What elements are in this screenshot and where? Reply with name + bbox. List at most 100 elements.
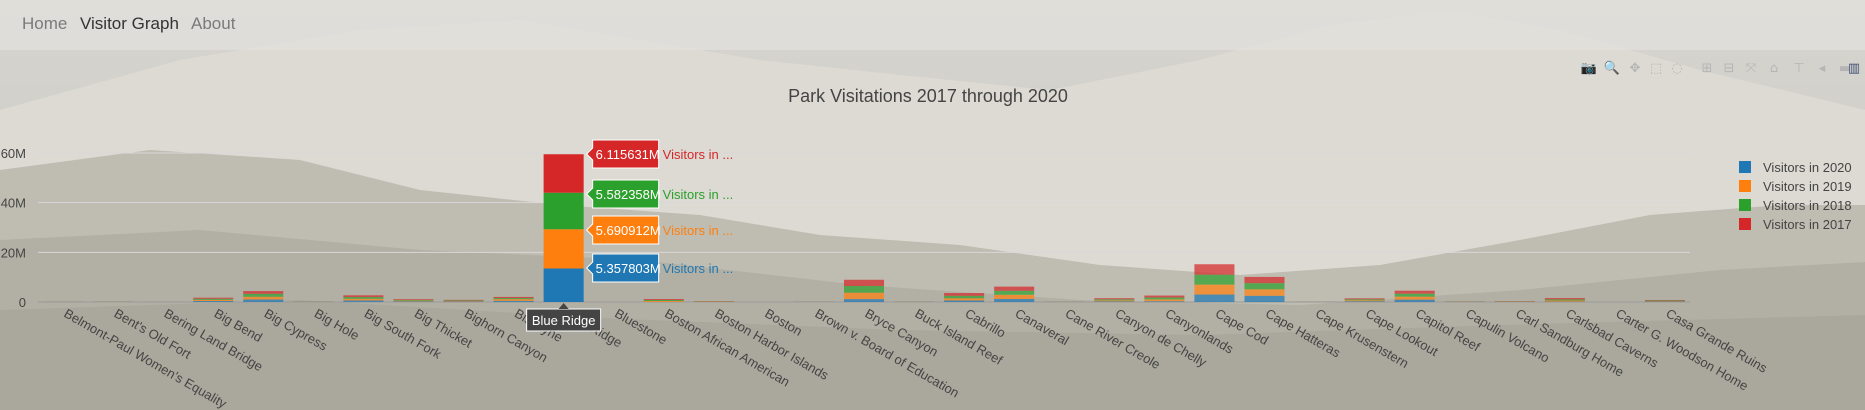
bar-segment[interactable] (1244, 289, 1285, 296)
legend-swatch (1739, 218, 1751, 230)
bar-segment[interactable] (994, 299, 1035, 302)
legend-label: Visitors in 2019 (1763, 179, 1852, 194)
bar-segment[interactable] (944, 293, 985, 296)
bar-segment[interactable] (543, 192, 584, 230)
pan-icon[interactable]: ✥ (1629, 61, 1641, 76)
bar-segment[interactable] (1394, 299, 1435, 302)
bar-segment[interactable] (1394, 296, 1435, 300)
bar-segment[interactable] (643, 299, 684, 301)
bar-segment[interactable] (1344, 301, 1385, 302)
bar-segment[interactable] (493, 298, 534, 300)
bar-segment[interactable] (393, 299, 434, 301)
bar-segment[interactable] (994, 294, 1035, 300)
bar-segment[interactable] (243, 291, 284, 294)
legend-item[interactable]: Visitors in 2019 (1739, 179, 1852, 194)
bar-segment[interactable] (443, 300, 484, 302)
hover-label-box (585, 139, 660, 169)
bar-segment[interactable] (643, 300, 684, 302)
bar-segment[interactable] (1544, 298, 1585, 300)
zoom-out-icon[interactable]: ⊟ (1723, 61, 1735, 76)
bar-segment[interactable] (1194, 274, 1235, 285)
bar-segment[interactable] (843, 292, 885, 300)
hover-closest-icon[interactable]: ◂ (1818, 61, 1826, 76)
bar-segment[interactable] (1194, 264, 1235, 275)
bar-segment[interactable] (1194, 294, 1235, 302)
bar-segment[interactable] (243, 293, 284, 297)
bar-segment[interactable] (843, 285, 885, 293)
bar-segment[interactable] (1244, 283, 1285, 290)
bar-segment[interactable] (543, 229, 584, 269)
bar-segment[interactable] (944, 300, 985, 302)
bar-segment[interactable] (493, 300, 534, 302)
bar-segment[interactable] (343, 300, 384, 302)
bar-segment[interactable] (944, 295, 985, 299)
bar-segment[interactable] (543, 154, 584, 193)
home-icon[interactable]: ⌂ (1769, 61, 1779, 76)
legend-item[interactable]: Visitors in 2020 (1739, 160, 1852, 175)
bar-segment[interactable] (1194, 284, 1235, 295)
bar-segment[interactable] (1144, 297, 1185, 300)
bar-segment[interactable] (643, 301, 684, 302)
legend-item[interactable]: Visitors in 2018 (1739, 198, 1852, 213)
bar-segment[interactable] (543, 268, 584, 302)
bar-segment[interactable] (994, 286, 1035, 291)
bar-segment[interactable] (243, 296, 284, 300)
bar-segment[interactable] (1144, 295, 1185, 298)
bar-segment[interactable] (343, 298, 384, 301)
x-tick-label: Canaveral (1013, 306, 1072, 349)
bar-segment[interactable] (1344, 298, 1385, 300)
legend-item[interactable]: Visitors in 2017 (1739, 217, 1852, 232)
lasso-icon[interactable]: ◌ (1671, 61, 1683, 76)
nav-home-link[interactable]: Home (22, 14, 68, 33)
bar-segment[interactable] (193, 297, 234, 299)
legend[interactable]: Visitors in 2020 Visitors in 2019 Visitors… (1739, 160, 1852, 232)
zoom-icon[interactable]: 🔍 (1603, 61, 1621, 76)
bar-segment[interactable] (1344, 299, 1385, 301)
nav-visitor-graph-link[interactable]: Visitor Graph (80, 14, 179, 33)
plotly-logo-icon[interactable]: ▥ (1847, 61, 1861, 76)
bar-segment[interactable] (1394, 293, 1435, 297)
bar-segment[interactable] (1094, 301, 1135, 302)
bar-segment[interactable] (193, 299, 234, 302)
bar-segment[interactable] (193, 298, 234, 300)
bar-segment[interactable] (1544, 300, 1585, 302)
bar-segment[interactable] (1144, 301, 1185, 302)
bar-segment[interactable] (1144, 299, 1185, 302)
bar-segment[interactable] (493, 299, 534, 301)
spike-lines-icon[interactable]: ⊤ (1793, 61, 1805, 76)
hover-value-text: 5.582358M (596, 187, 661, 202)
bar-segment[interactable] (343, 297, 384, 299)
bar-segment[interactable] (1244, 276, 1285, 284)
bar-segment[interactable] (243, 299, 284, 302)
legend-label: Visitors in 2017 (1763, 217, 1852, 232)
bar-segment[interactable] (994, 290, 1035, 295)
bar-segment[interactable] (1394, 290, 1435, 294)
bar-segment[interactable] (443, 300, 484, 301)
bar-segment[interactable] (393, 301, 434, 302)
bar-segment[interactable] (843, 279, 885, 286)
bar-segment[interactable] (1094, 300, 1135, 302)
bars[interactable] (43, 154, 1685, 302)
nav-about-link[interactable]: About (191, 14, 236, 33)
bar-segment[interactable] (443, 299, 484, 301)
hover-tooltips: 6.115631M Visitors in ...5.582358M Visitor… (526, 139, 733, 332)
bar-segment[interactable] (193, 301, 234, 302)
bar-segment[interactable] (1094, 298, 1135, 300)
camera-icon[interactable]: 📷 (1580, 61, 1598, 76)
bar-segment[interactable] (393, 299, 434, 300)
zoom-in-icon[interactable]: ⊞ (1701, 61, 1713, 76)
bar-segment[interactable] (944, 298, 985, 301)
box-select-icon[interactable]: ⬚ (1649, 61, 1663, 76)
hover-compare-icon[interactable]: ▬ (1838, 61, 1852, 76)
bar-segment[interactable] (493, 296, 534, 299)
bar-segment[interactable] (343, 295, 384, 298)
hover-value-text: 6.115631M (596, 147, 660, 162)
bar-segment[interactable] (1244, 295, 1285, 302)
bar-segment[interactable] (843, 299, 885, 302)
bar-segment[interactable] (1544, 299, 1585, 301)
bar-segment[interactable] (393, 300, 434, 302)
autoscale-icon[interactable]: ⤧ (1745, 61, 1757, 76)
bar-segment[interactable] (1344, 300, 1385, 302)
bar-segment[interactable] (1094, 299, 1135, 301)
